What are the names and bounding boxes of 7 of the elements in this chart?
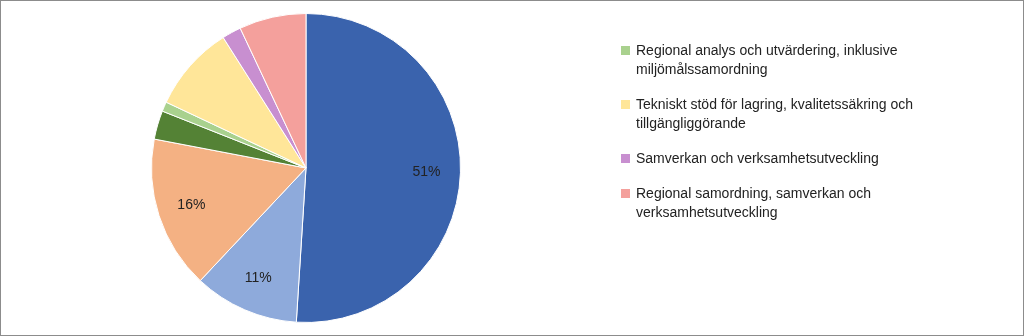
legend-label: Tekniskt stöd för lagring, kvalitetssäkring och tillgängliggörande: [636, 95, 914, 133]
legend-label: Regional samordning, samverkan och verksamhetsutveckling: [636, 184, 872, 222]
data-label: 16%: [177, 196, 206, 213]
legend-label: Samverkan och verksamhetsutveckling: [636, 149, 879, 168]
data-label: 11%: [244, 269, 272, 286]
legend-label: Regional analys och utvärdering, inklusive miljömålssamordning: [636, 41, 899, 79]
data-label: 51%: [412, 162, 441, 179]
